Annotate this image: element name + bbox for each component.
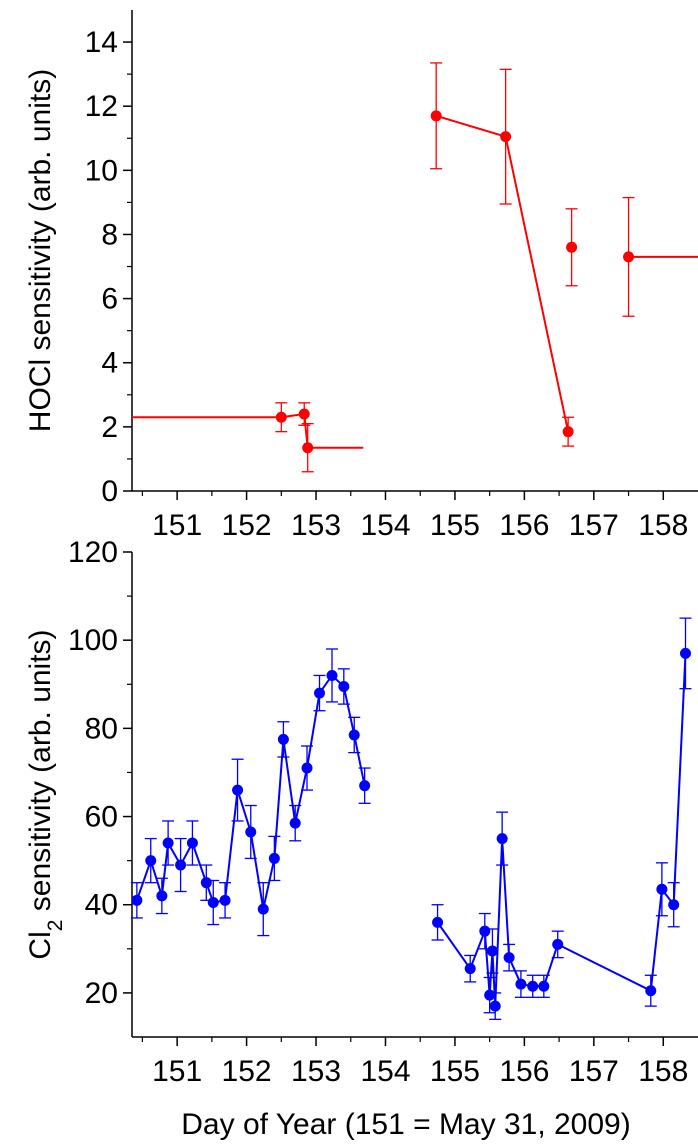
data-point [489, 1000, 501, 1012]
x-tick-label: 157 [569, 1055, 619, 1088]
y-tick-label: 20 [85, 977, 118, 1010]
series-line [436, 653, 687, 1007]
data-point [527, 980, 539, 992]
data-point [275, 411, 287, 423]
y-tick-label: 100 [68, 624, 118, 657]
x-tick-label: 152 [222, 509, 272, 542]
y-tick-label: 80 [85, 712, 118, 745]
data-point [302, 442, 314, 454]
data-point [479, 925, 491, 937]
data-point [338, 680, 350, 692]
y-tick-label: 14 [85, 26, 118, 59]
x-tick-label: 154 [360, 509, 410, 542]
data-point [207, 897, 219, 909]
data-point [245, 826, 257, 838]
y-tick-label: 40 [85, 889, 118, 922]
data-point [232, 784, 244, 796]
x-tick-label: 158 [638, 509, 688, 542]
y-tick-label: 0 [101, 475, 118, 508]
data-point [484, 989, 496, 1001]
cl2-panel: 20 40 60 80 100 120 151 152 153 154 155 156 157 158 Cl… [24, 536, 698, 1088]
y-tick-label: 6 [101, 283, 118, 316]
data-point [515, 978, 527, 990]
data-point [500, 131, 512, 143]
x-tick-label: 151 [152, 509, 202, 542]
data-point [538, 980, 550, 992]
data-point [552, 938, 564, 950]
data-point [301, 762, 313, 774]
x-axis-title: Day of Year (151 = May 31, 2009) [181, 1108, 630, 1141]
hocl-panel: 0 2 4 6 8 10 12 14 151 152 153 154 155 156 157 158 HOCl … [24, 10, 698, 542]
y-tick-label: 10 [85, 154, 118, 187]
y-tick-label: 12 [85, 90, 118, 123]
y-tick-label: 60 [85, 801, 118, 834]
x-tick-label: 158 [638, 1055, 688, 1088]
y-tick-label: 8 [101, 218, 118, 251]
data-point [131, 894, 143, 906]
data-point [219, 894, 231, 906]
data-point [162, 837, 174, 849]
data-point [200, 877, 212, 889]
data-point [562, 426, 574, 438]
x-tick-label: 153 [291, 1055, 341, 1088]
x-tick-label: 152 [222, 1055, 272, 1088]
data-point [298, 408, 310, 420]
x-tick-label: 153 [291, 509, 341, 542]
data-point [464, 963, 476, 975]
x-tick-label: 151 [152, 1055, 202, 1088]
data-point [268, 852, 280, 864]
x-tick-label: 154 [360, 1055, 410, 1088]
data-point [623, 251, 635, 263]
data-point [277, 733, 289, 745]
y-axis-title: HOCl sensitivity (arb. units) [24, 69, 57, 432]
data-point [257, 903, 269, 915]
data-point [348, 729, 360, 741]
data-point [503, 952, 515, 964]
series-line [135, 673, 366, 910]
x-tick-label: 155 [430, 1055, 480, 1088]
data-point [496, 833, 508, 845]
x-tick-label: 157 [569, 509, 619, 542]
data-point [432, 916, 444, 928]
data-point [668, 899, 680, 911]
data-point [486, 945, 498, 957]
x-tick-label: 155 [430, 509, 480, 542]
data-point [679, 647, 691, 659]
data-point [186, 837, 198, 849]
data-point [326, 669, 338, 681]
y-tick-label: 4 [101, 347, 118, 380]
data-point [314, 687, 326, 699]
data-point [430, 110, 442, 122]
data-point [289, 817, 301, 829]
x-tick-label: 156 [499, 1055, 549, 1088]
data-point [175, 859, 187, 871]
data-point [656, 883, 668, 895]
y-axis-title: Cl2 sensitivity (arb. units) [24, 629, 67, 959]
y-tick-label: 120 [68, 536, 118, 569]
x-tick-label: 156 [499, 509, 549, 542]
data-point [156, 890, 168, 902]
y-tick-label: 2 [101, 411, 118, 444]
series-line [435, 114, 570, 432]
data-point [645, 985, 657, 997]
data-point [145, 855, 157, 867]
data-point [566, 241, 578, 253]
data-point [359, 780, 371, 792]
